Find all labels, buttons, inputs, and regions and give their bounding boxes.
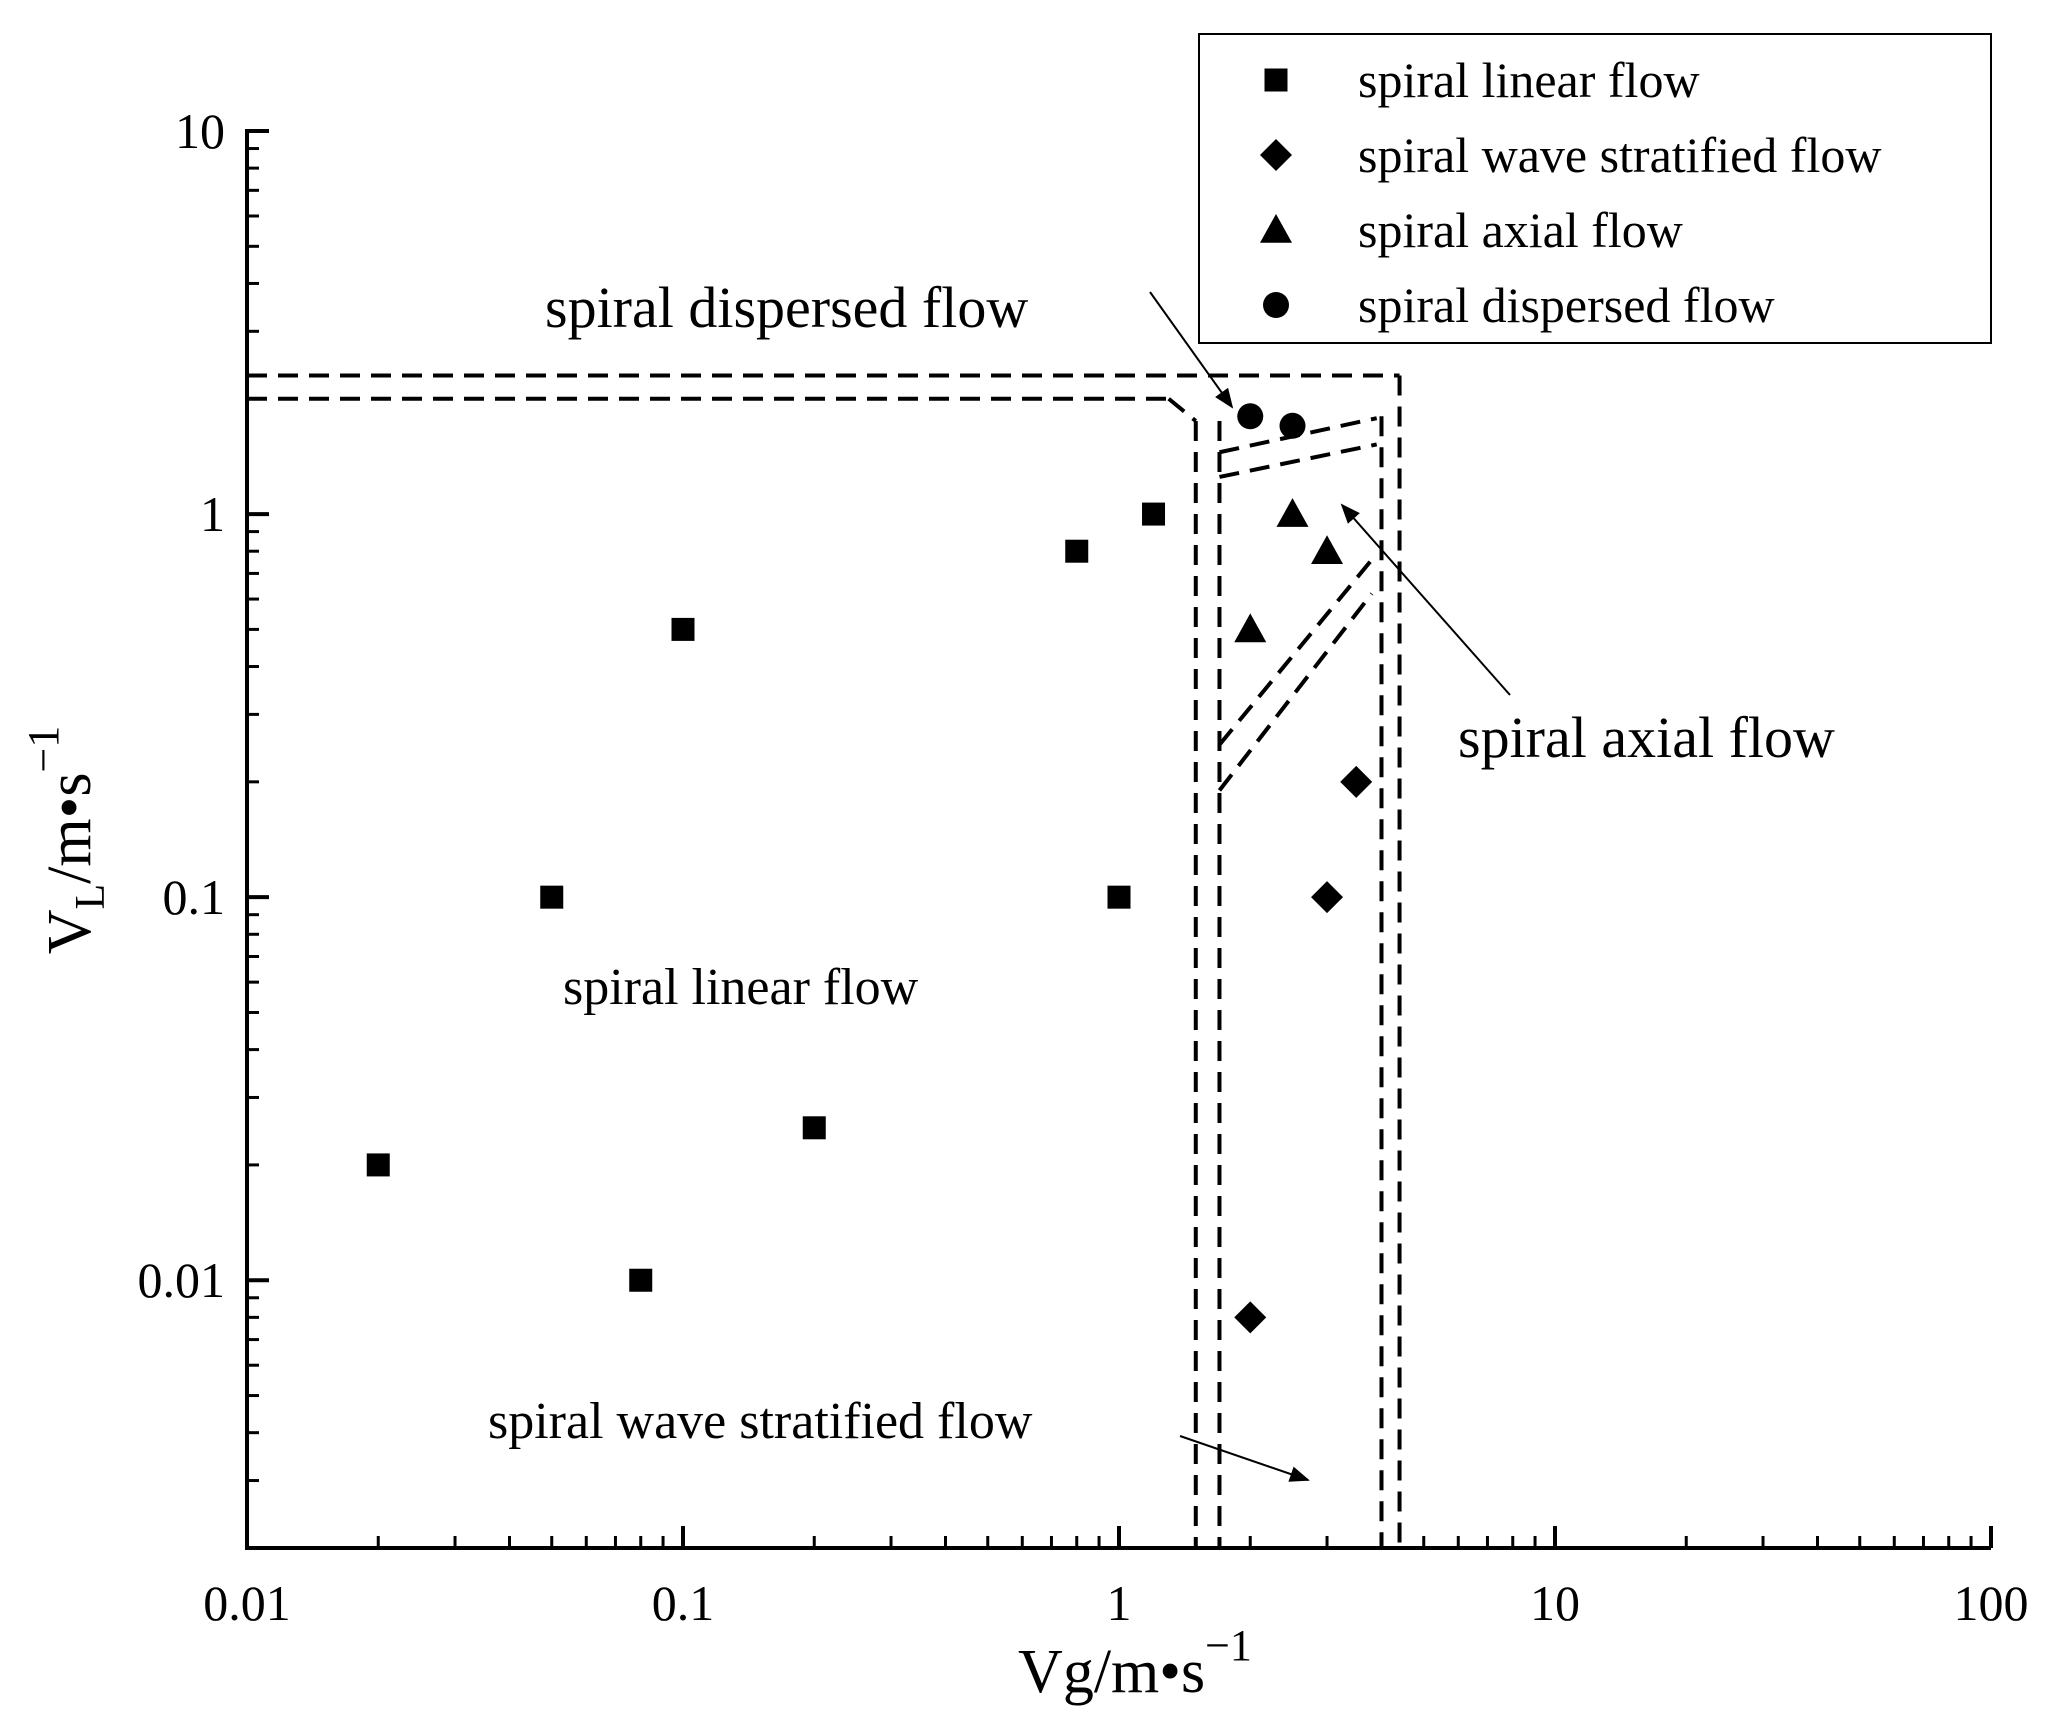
annotations: spiral dispersed flow spiral axial flow sp… <box>488 275 1835 1482</box>
boundary-dispersed-lower <box>1219 442 1378 479</box>
spiral-dispersed-flow-point <box>1279 412 1306 439</box>
spiral-axial-flow-point <box>1234 613 1267 643</box>
spiral-linear-flow-point <box>366 1153 390 1177</box>
annotation-linear: spiral linear flow <box>563 959 919 1016</box>
y-tick-label: 0.1 <box>163 869 226 925</box>
legend: spiral linear flow spiral wave stratified… <box>1198 33 1992 344</box>
legend-label-spiral-wave-stratified-flow: spiral wave stratified flow <box>1358 127 1881 183</box>
y-axis-title-unit: /m•s <box>36 773 104 884</box>
x-tick-label: 100 <box>1954 1575 2029 1631</box>
boundary-axial-upper <box>1217 558 1374 746</box>
x-axis-title-text: Vg/m•s <box>1018 1638 1205 1706</box>
y-tick-label: 0.01 <box>138 1252 226 1308</box>
legend-label-spiral-axial-flow: spiral axial flow <box>1358 202 1683 258</box>
arrow-dispersed <box>1149 291 1234 409</box>
spiral-linear-flow-point <box>671 617 695 641</box>
spiral-linear-flow-point <box>1065 539 1089 563</box>
arrow-stratified <box>1179 1435 1310 1482</box>
x-tick-label: 0.1 <box>652 1575 715 1631</box>
legend-box <box>1198 33 1992 344</box>
x-axis-title-exponent: −1 <box>1205 1621 1252 1670</box>
legend-marker-spiral-dispersed-flow <box>1263 292 1289 318</box>
spiral-axial-flow-point <box>1311 535 1344 565</box>
boundary-axial-lower <box>1217 592 1374 792</box>
legend-marker-spiral-linear-flow <box>1264 68 1288 92</box>
spiral-linear-flow-point <box>802 1116 826 1140</box>
spiral-linear-flow-point <box>629 1268 653 1292</box>
annotation-dispersed: spiral dispersed flow <box>545 275 1028 340</box>
spiral-linear-flow-point <box>540 885 564 909</box>
x-tick-label: 1 <box>1107 1575 1132 1631</box>
spiral-axial-flow-point <box>1276 498 1309 527</box>
y-tick-label: 10 <box>175 103 225 159</box>
y-tick-label: 1 <box>200 486 225 542</box>
y-axis-title-exponent: −1 <box>19 726 68 773</box>
y-axis-title-subscript: L <box>68 884 114 910</box>
legend-label-spiral-linear-flow: spiral linear flow <box>1358 52 1700 108</box>
x-tick-label: 0.01 <box>203 1575 291 1631</box>
arrow-axial <box>1340 503 1511 696</box>
spiral-linear-flow-point <box>1142 502 1166 526</box>
legend-marker-spiral-axial-flow <box>1260 214 1292 243</box>
legend-label-spiral-dispersed-flow: spiral dispersed flow <box>1358 277 1775 333</box>
x-tick-label: 10 <box>1530 1575 1580 1631</box>
data-markers <box>366 403 1373 1334</box>
y-axis-title: VL/m•s−1 <box>19 726 114 955</box>
spiral-wave-stratified-flow-point <box>1311 881 1344 914</box>
x-axis-title: Vg/m•s−1 <box>1018 1621 1252 1706</box>
annotation-axial: spiral axial flow <box>1458 705 1835 770</box>
spiral-wave-stratified-flow-point <box>1340 765 1373 798</box>
y-axis-title-main: V <box>36 909 104 954</box>
boundary-inner-slant <box>1167 397 1198 423</box>
spiral-dispersed-flow-point <box>1237 403 1264 430</box>
legend-marker-spiral-wave-stratified-flow <box>1260 139 1292 171</box>
spiral-wave-stratified-flow-point <box>1234 1301 1267 1334</box>
annotation-stratified: spiral wave stratified flow <box>488 1393 1033 1450</box>
spiral-linear-flow-point <box>1107 885 1131 909</box>
